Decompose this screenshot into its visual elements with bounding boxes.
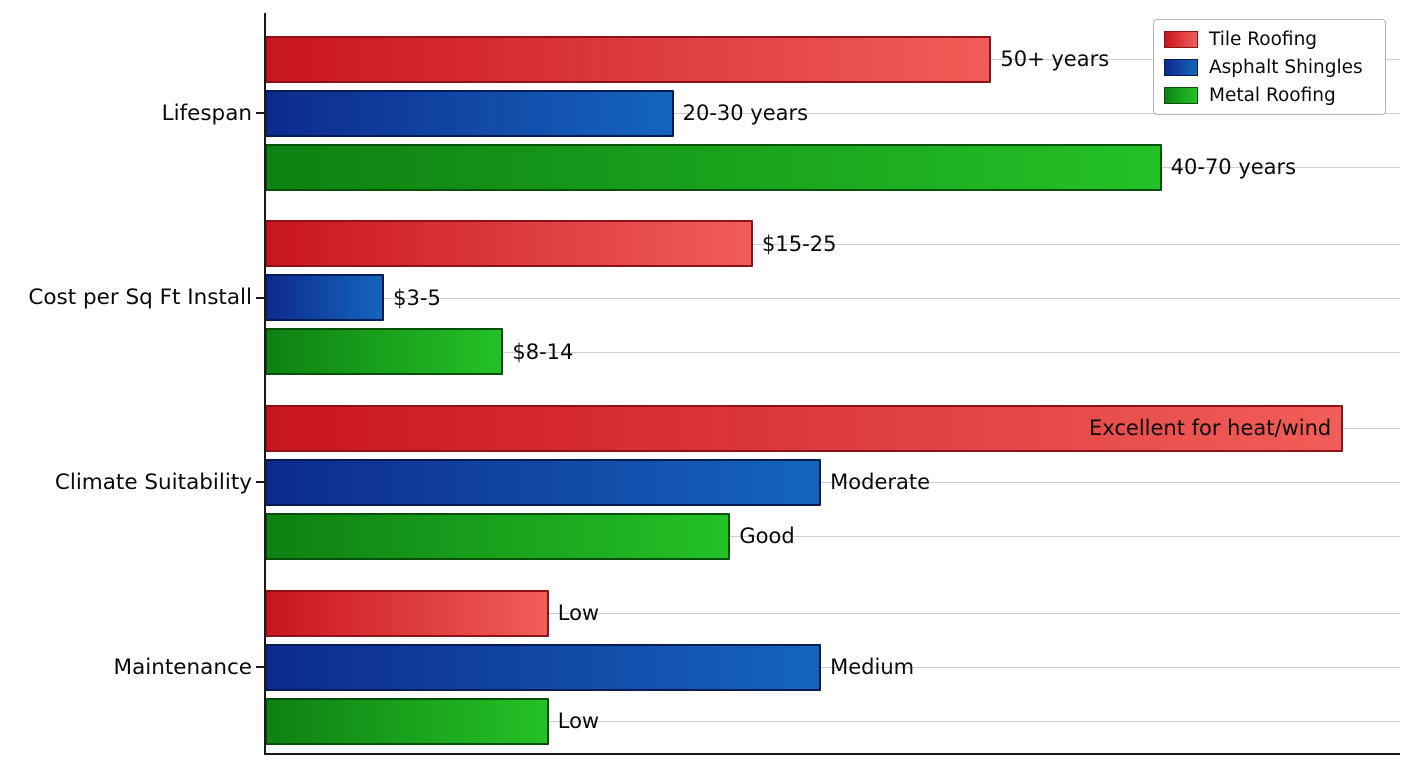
bar-label: $8-14 — [512, 339, 574, 364]
y-axis-line — [264, 13, 266, 755]
bar-asphalt-shingles-climate-suitability — [265, 458, 822, 506]
legend-swatch-tile-roofing — [1164, 30, 1198, 48]
bar-label: Low — [557, 601, 600, 626]
bar-label: Good — [739, 524, 795, 549]
gridline — [265, 482, 1400, 484]
y-axis-tick — [256, 666, 264, 669]
legend-label-tile-roofing: Tile Roofing — [1209, 28, 1318, 50]
category-label: Lifespan — [161, 100, 252, 126]
bar-label: 20-30 years — [682, 101, 809, 125]
category-label: Maintenance — [113, 654, 252, 680]
bar-asphalt-shingles-cost-per-sq-ft-install — [265, 274, 385, 322]
legend-item-metal-roofing: Metal Roofing — [1164, 83, 1375, 107]
bar-label: Low — [557, 709, 600, 734]
bar-label: $3-5 — [393, 285, 441, 310]
gridline — [265, 351, 1400, 353]
bar-metal-roofing-climate-suitability — [265, 512, 731, 560]
y-axis-tick — [256, 296, 264, 299]
gridline — [265, 721, 1400, 723]
bar-label: $15-25 — [762, 231, 837, 256]
legend-label-asphalt-shingles: Asphalt Shingles — [1209, 56, 1363, 78]
bar-tile-roofing-lifespan — [265, 35, 992, 83]
gridline — [265, 243, 1400, 245]
x-axis-line — [264, 753, 1400, 755]
bar-metal-roofing-cost-per-sq-ft-install — [265, 328, 504, 376]
gridline — [265, 536, 1400, 538]
bar-asphalt-shingles-maintenance — [265, 643, 822, 691]
legend: Tile Roofing Asphalt Shingles Metal Roof… — [1153, 19, 1386, 115]
bar-tile-roofing-maintenance — [265, 589, 549, 637]
bar-label: Moderate — [830, 470, 931, 495]
y-axis-tick — [256, 481, 264, 484]
legend-label-metal-roofing: Metal Roofing — [1209, 84, 1336, 106]
legend-swatch-metal-roofing — [1164, 86, 1198, 104]
gridline — [265, 667, 1400, 669]
bar-tile-roofing-climate-suitability — [265, 404, 1344, 452]
legend-swatch-asphalt-shingles — [1164, 58, 1198, 76]
gridline — [265, 297, 1400, 299]
category-label: Climate Suitability — [54, 469, 252, 495]
gridline — [265, 613, 1400, 615]
bar-tile-roofing-cost-per-sq-ft-install — [265, 220, 754, 268]
bar-label: Excellent for heat/wind — [1089, 416, 1332, 441]
category-label: Cost per Sq Ft Install — [28, 285, 252, 311]
bar-label: 40-70 years — [1170, 155, 1297, 179]
bar-label: Medium — [830, 655, 915, 680]
bar-asphalt-shingles-lifespan — [265, 89, 674, 137]
gridline — [265, 113, 1400, 114]
bar-label: 50+ years — [1000, 47, 1110, 71]
legend-item-tile-roofing: Tile Roofing — [1164, 27, 1375, 51]
y-axis-tick — [256, 112, 264, 114]
legend-item-asphalt-shingles: Asphalt Shingles — [1164, 55, 1375, 79]
bar-metal-roofing-maintenance — [265, 697, 549, 745]
